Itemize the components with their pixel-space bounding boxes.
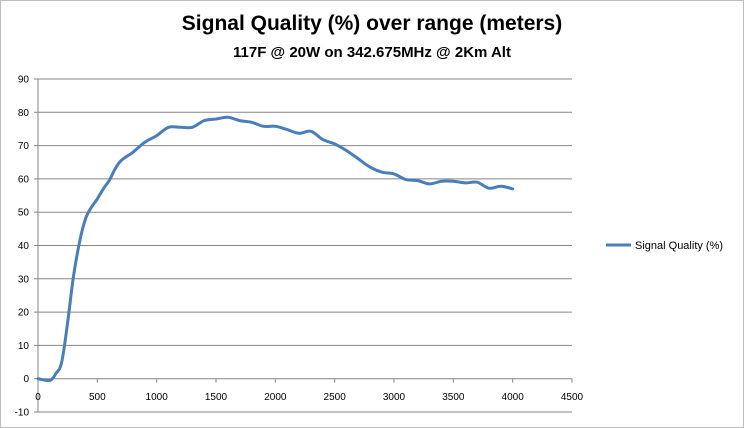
y-tick-label: 20 [18, 308, 30, 319]
legend: Signal Quality (%) [606, 240, 723, 252]
legend-label: Signal Quality (%) [635, 240, 723, 252]
y-tick-label: 40 [18, 241, 30, 252]
x-tick-label: 0 [35, 392, 41, 403]
y-tick-label: 80 [18, 108, 30, 119]
chart-subtitle: 117F @ 20W on 342.675MHz @ 2Km Alt [233, 44, 511, 61]
y-tick-label: 50 [18, 208, 30, 219]
y-tick-label: 90 [18, 75, 30, 86]
y-tick-label: 30 [18, 274, 30, 285]
x-tick-label: 4000 [502, 392, 525, 403]
x-tick-label: 500 [89, 392, 106, 403]
x-tick-label: 1500 [205, 392, 228, 403]
gridlines [38, 78, 572, 413]
y-tick-label: 70 [18, 141, 30, 152]
chart-title: Signal Quality (%) over range (meters) [181, 12, 563, 35]
y-tick-labels: -10 0 10 20 30 40 50 60 70 80 90 [15, 75, 30, 419]
y-tick-label: 0 [23, 374, 29, 385]
x-tick-label: 4500 [561, 392, 584, 403]
x-tick-label: 2000 [264, 392, 287, 403]
series-line-0 [36, 115, 515, 383]
y-tick-label: 60 [18, 174, 30, 185]
x-tick-label: 3500 [442, 392, 465, 403]
x-tick-labels: 0 500 1000 1500 2000 2500 3000 3500 4000 4500 [35, 392, 583, 403]
y-tick-label: -10 [15, 408, 30, 419]
series-layer [36, 115, 515, 383]
x-tick-label: 3000 [383, 392, 406, 403]
axes [34, 78, 573, 413]
x-tick-label: 1000 [146, 392, 169, 403]
y-tick-label: 10 [18, 341, 30, 352]
x-tick-label: 2500 [324, 392, 347, 403]
